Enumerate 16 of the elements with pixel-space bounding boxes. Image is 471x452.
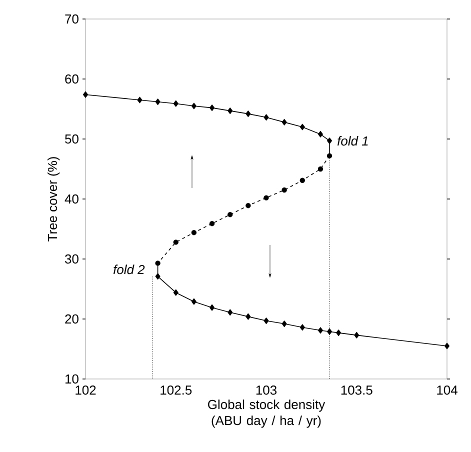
y-tick-label: 40 xyxy=(64,194,78,204)
y-tick-label: 10 xyxy=(66,374,78,384)
y-tick-label: 30 xyxy=(65,254,78,264)
y-tick-label: 20 xyxy=(65,314,78,324)
y-tick-label: 70 xyxy=(65,14,78,24)
x-tick-label: 102 xyxy=(76,386,96,395)
x-axis-title: Global stock density (ABU day / ha / yr) xyxy=(208,400,326,428)
y-tick-label: 60 xyxy=(65,74,78,84)
x-tick-label: 102.5 xyxy=(160,386,192,395)
annotation: fold 1 xyxy=(337,136,368,146)
y-axis-title: Tree cover (%) xyxy=(48,157,60,242)
annotation: fold 2 xyxy=(113,264,145,274)
x-tick-label: 103.5 xyxy=(341,386,372,395)
y-tick-label: 50 xyxy=(65,134,78,144)
x-tick-label: 104 xyxy=(437,386,458,395)
x-tick-label: 103 xyxy=(256,386,277,395)
